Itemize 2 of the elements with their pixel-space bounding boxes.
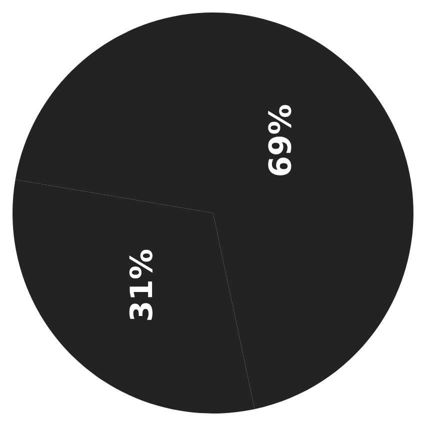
data-label: 69% xyxy=(268,105,292,176)
data-label: 31% xyxy=(129,250,152,320)
